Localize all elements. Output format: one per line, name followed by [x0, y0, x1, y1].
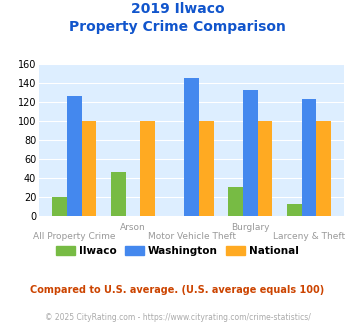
- Text: Burglary: Burglary: [231, 223, 270, 232]
- Bar: [67, 96, 82, 216]
- Bar: [258, 121, 272, 216]
- Text: Larceny & Theft: Larceny & Theft: [273, 232, 345, 241]
- Bar: [111, 172, 126, 216]
- Bar: [52, 197, 67, 216]
- Legend: Ilwaco, Washington, National: Ilwaco, Washington, National: [52, 242, 303, 260]
- Text: Property Crime Comparison: Property Crime Comparison: [69, 20, 286, 34]
- Text: 2019 Ilwaco: 2019 Ilwaco: [131, 2, 224, 16]
- Bar: [82, 121, 96, 216]
- Bar: [184, 78, 199, 216]
- Bar: [140, 121, 155, 216]
- Text: Compared to U.S. average. (U.S. average equals 100): Compared to U.S. average. (U.S. average …: [31, 285, 324, 295]
- Text: © 2025 CityRating.com - https://www.cityrating.com/crime-statistics/: © 2025 CityRating.com - https://www.city…: [45, 313, 310, 322]
- Bar: [243, 90, 258, 216]
- Text: Arson: Arson: [120, 223, 146, 232]
- Text: Motor Vehicle Theft: Motor Vehicle Theft: [148, 232, 236, 241]
- Text: All Property Crime: All Property Crime: [33, 232, 115, 241]
- Bar: [287, 204, 302, 216]
- Bar: [228, 187, 243, 216]
- Bar: [316, 121, 331, 216]
- Bar: [302, 99, 316, 216]
- Bar: [199, 121, 214, 216]
